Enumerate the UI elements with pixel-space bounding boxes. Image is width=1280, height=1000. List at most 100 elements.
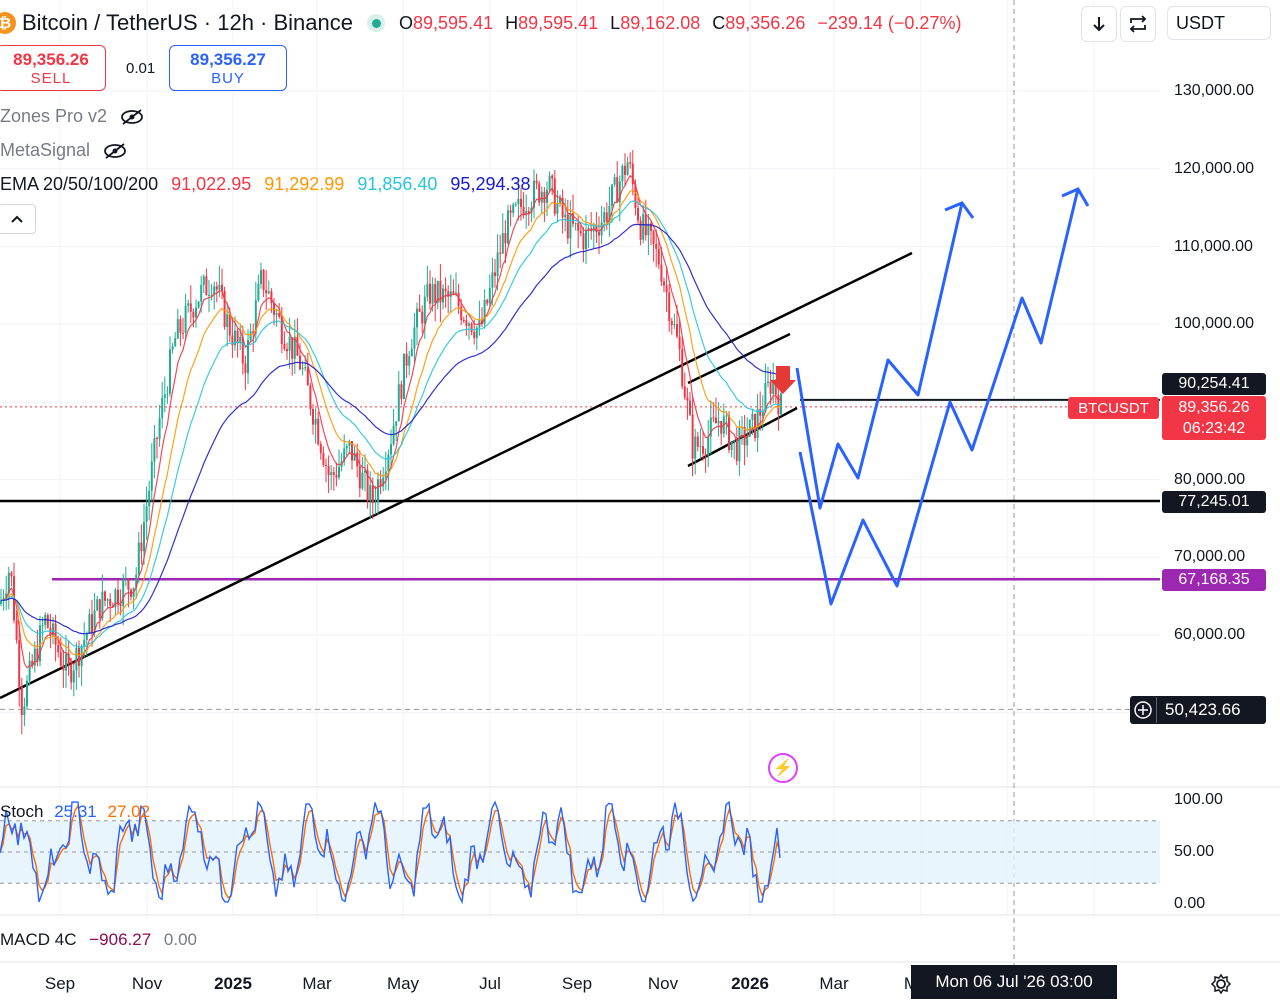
currency-select[interactable]: USDT xyxy=(1167,6,1271,40)
candle-body xyxy=(756,409,759,439)
candle-body xyxy=(418,308,421,312)
collapse-legend-button[interactable] xyxy=(0,204,36,234)
candle-body xyxy=(210,294,213,296)
candle-body xyxy=(327,465,330,476)
market-open-icon xyxy=(367,14,385,32)
indicator-stoch[interactable]: Stoch 25.31 27.02 xyxy=(0,802,151,821)
candle-body xyxy=(205,276,208,296)
candle-body xyxy=(642,214,645,240)
lightning-icon[interactable]: ⚡ xyxy=(768,753,798,783)
candle-body xyxy=(18,640,21,687)
candle-body xyxy=(423,296,426,324)
settings-button[interactable] xyxy=(1206,970,1236,998)
indicator-zones[interactable]: Zones Pro v2 xyxy=(0,106,145,127)
candle-body xyxy=(475,327,478,338)
candle-body xyxy=(572,213,574,224)
bar-countdown: 06:23:42 xyxy=(1182,420,1246,437)
candle-body xyxy=(382,477,385,487)
candle-body xyxy=(483,299,486,324)
candle-body xyxy=(78,647,80,666)
candle-body xyxy=(169,349,171,394)
download-button[interactable] xyxy=(1081,6,1117,42)
grid xyxy=(0,0,1280,965)
candle-body xyxy=(254,300,257,334)
candle-body xyxy=(488,287,491,304)
ema-20-value: 91,022.95 xyxy=(171,174,252,194)
candle-body xyxy=(135,574,138,588)
candle-body xyxy=(15,620,18,641)
down-arrow-icon xyxy=(770,366,796,394)
stoch-tick: 0.00 xyxy=(1174,895,1206,912)
candle-body xyxy=(657,248,660,265)
candle-body xyxy=(569,213,572,239)
candle-body xyxy=(215,286,218,290)
stoch-tick: 50.00 xyxy=(1174,843,1215,860)
candle-body xyxy=(345,446,348,449)
candle-body xyxy=(28,660,31,681)
price-tick: 120,000.00 xyxy=(1174,160,1255,177)
candle-body xyxy=(551,175,554,179)
candle-body xyxy=(548,175,551,190)
candle-body xyxy=(171,346,174,350)
candle-body xyxy=(122,580,125,607)
candle-body xyxy=(176,319,179,339)
candle-body xyxy=(304,367,307,369)
sell-button[interactable]: 89,356.26 SELL xyxy=(0,45,106,91)
candle-body xyxy=(595,226,598,233)
candle-body xyxy=(366,470,369,501)
candle-body xyxy=(582,233,585,250)
candle-body xyxy=(535,180,538,184)
candle-body xyxy=(23,706,26,715)
candle-body xyxy=(241,336,244,364)
candle-body xyxy=(195,307,197,318)
candle-body xyxy=(608,205,611,222)
candle-body xyxy=(166,393,169,395)
replay-button[interactable] xyxy=(1120,6,1156,42)
plus-icon[interactable] xyxy=(1130,697,1157,723)
indicator-ema[interactable]: EMA 20/50/100/200 91,022.95 91,292.99 91… xyxy=(0,174,531,194)
time-tick: Sep xyxy=(561,974,593,993)
candle-body xyxy=(520,198,522,207)
candle-body xyxy=(540,191,543,203)
candle-body xyxy=(249,331,252,340)
candle-body xyxy=(379,479,382,487)
price-tick: 70,000.00 xyxy=(1174,548,1246,565)
candle-body xyxy=(306,367,309,386)
level-label-90k[interactable]: 90,254.41 xyxy=(1162,373,1266,395)
candle-body xyxy=(403,353,405,399)
candle-body xyxy=(436,280,439,303)
symbol-title[interactable]: Bitcoin / TetherUS · 12h · Binance xyxy=(22,10,353,35)
indicator-metasignal[interactable]: MetaSignal xyxy=(0,140,128,161)
eye-hidden-icon[interactable] xyxy=(119,108,145,126)
candle-body xyxy=(234,330,236,346)
time-tick: Mar xyxy=(302,974,332,993)
candle-body xyxy=(470,323,473,333)
projection-arrowhead xyxy=(944,201,975,219)
candle-body xyxy=(80,646,83,666)
candle-body xyxy=(213,286,216,295)
candle-body xyxy=(449,291,452,297)
candle-body xyxy=(613,177,616,185)
candle-body xyxy=(41,625,44,627)
candle-body xyxy=(312,409,314,425)
candle-body xyxy=(751,413,754,420)
symbol-label: BTCUSDT xyxy=(1068,397,1159,419)
crosshair-price-label[interactable]: 50,423.66 xyxy=(1130,696,1266,724)
candle-body xyxy=(462,320,465,322)
candle-body xyxy=(109,599,112,606)
candle-body xyxy=(278,313,281,317)
candle-body xyxy=(7,572,10,594)
time-tick: 2025 xyxy=(214,974,252,993)
candle-body xyxy=(96,599,99,611)
level-label-77k[interactable]: 77,245.01 xyxy=(1162,491,1266,513)
candle-body xyxy=(665,285,668,293)
eye-hidden-icon[interactable] xyxy=(102,142,128,160)
candle-body xyxy=(145,506,148,522)
candle-body xyxy=(291,337,294,359)
candle-body xyxy=(553,178,556,214)
ema-100-value: 91,856.40 xyxy=(357,174,438,194)
level-label-67k[interactable]: 67,168.35 xyxy=(1162,569,1266,591)
indicator-macd[interactable]: MACD 4C −906.27 0.00 xyxy=(0,930,198,949)
buy-button[interactable]: 89,356.27 BUY xyxy=(169,45,287,91)
